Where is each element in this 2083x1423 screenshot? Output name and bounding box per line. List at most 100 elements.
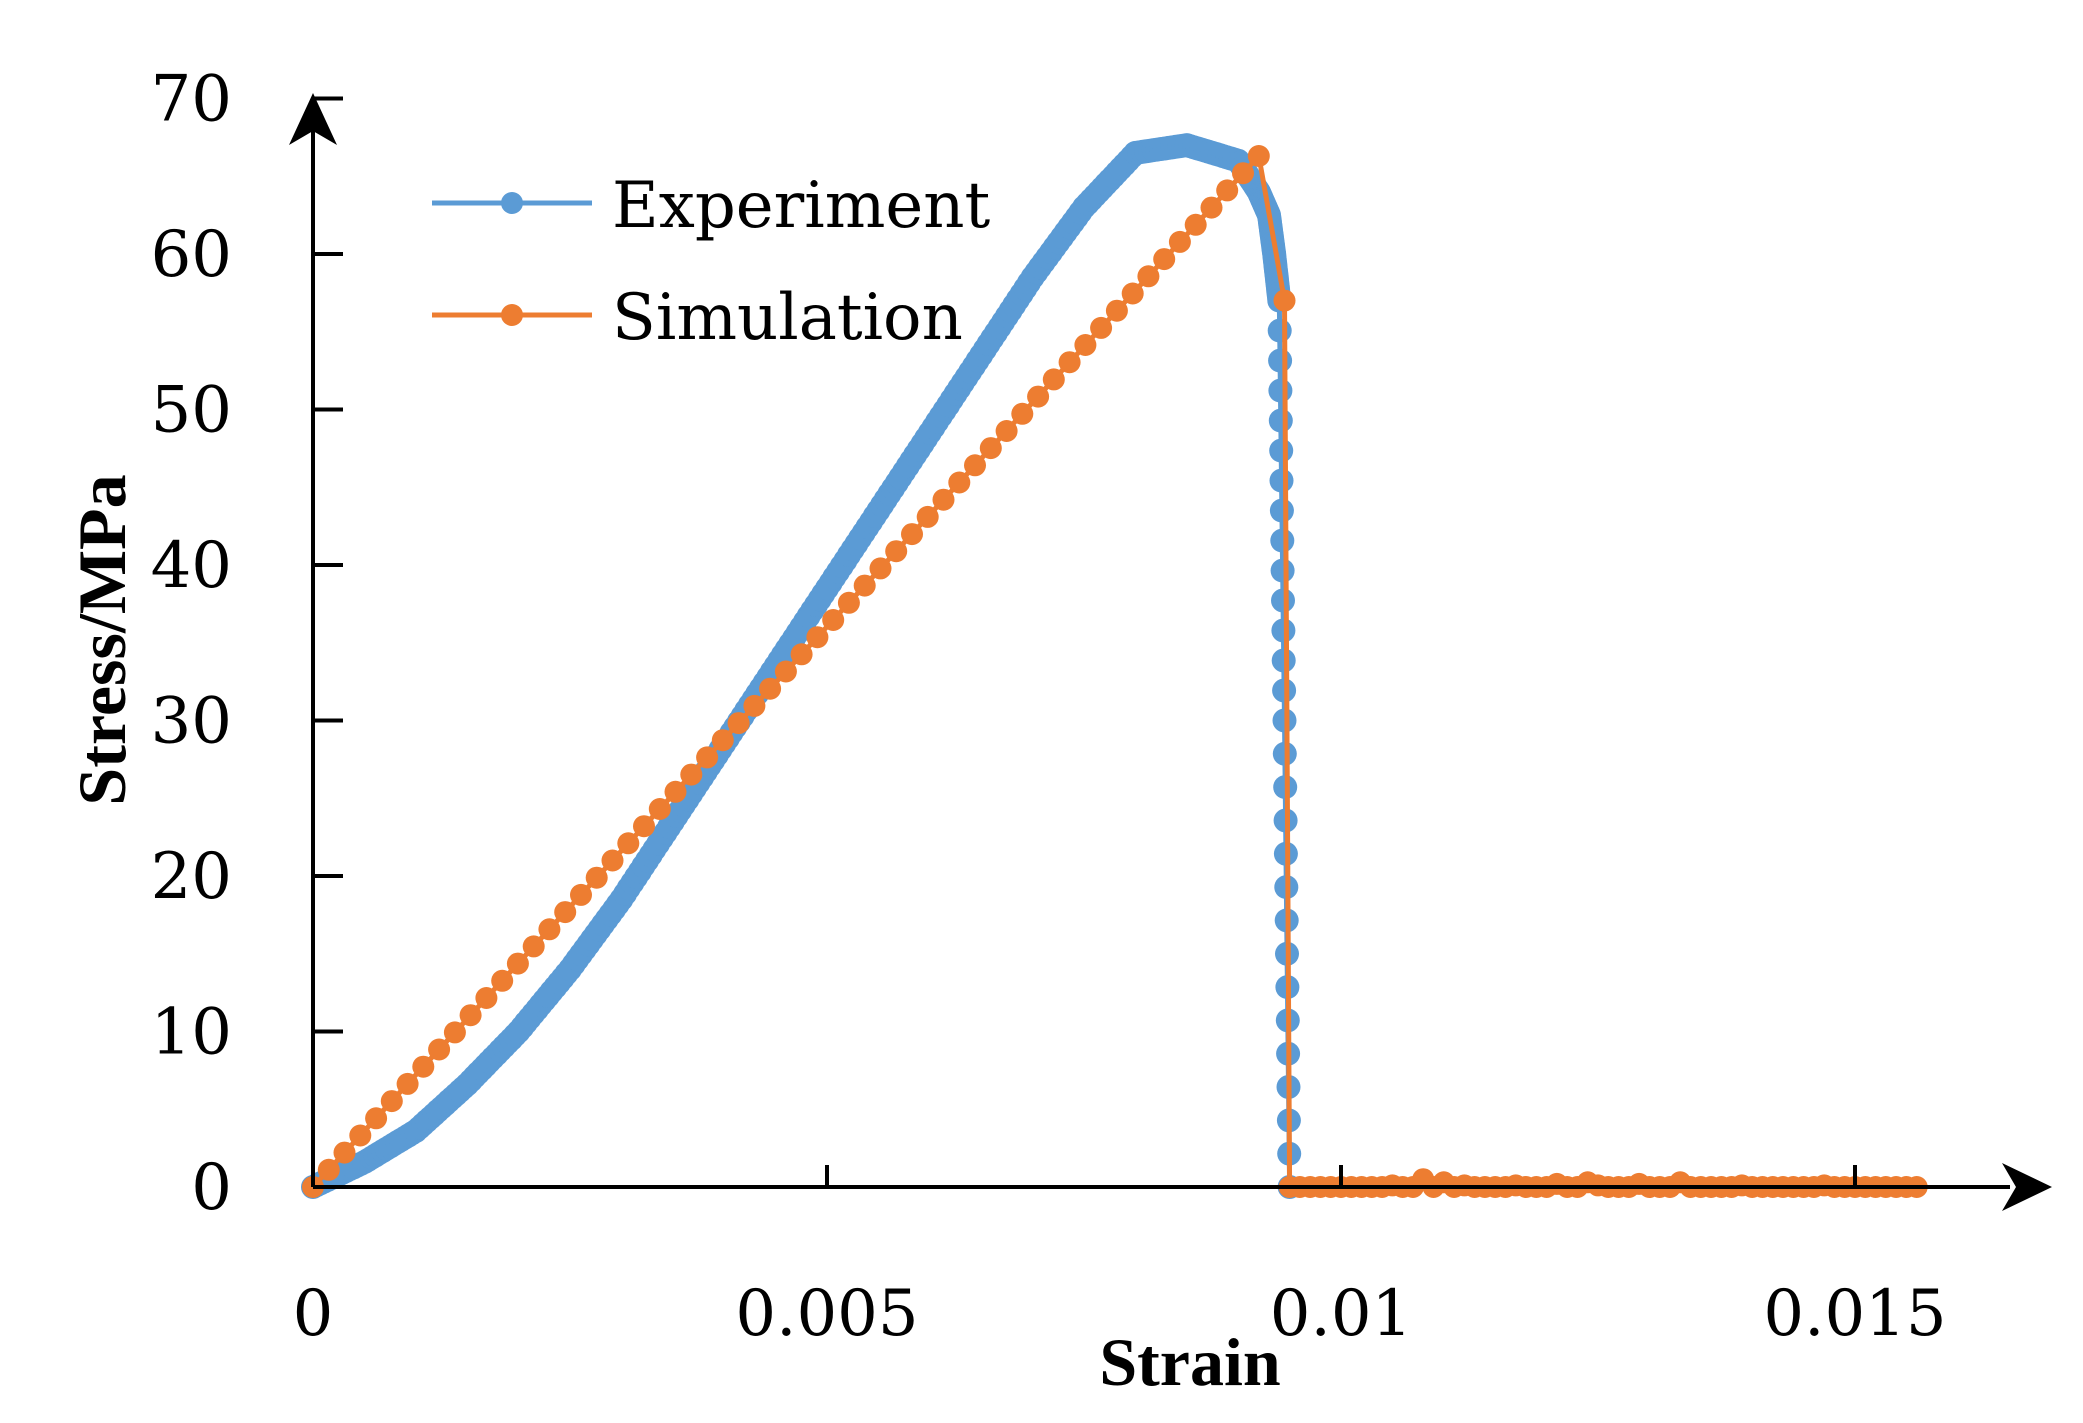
data-point-simulation [806, 626, 829, 649]
data-point-simulation [538, 918, 561, 941]
data-point-simulation [664, 780, 687, 803]
data-point-simulation [491, 969, 514, 992]
y-tick-label: 70 [151, 63, 232, 137]
data-point-simulation [412, 1055, 435, 1078]
y-tick-label: 50 [151, 374, 232, 448]
data-point-simulation [1074, 334, 1097, 356]
data-point-simulation [696, 746, 719, 769]
data-point-experiment [1268, 348, 1293, 373]
data-point-experiment [1271, 618, 1296, 643]
legend-label-experiment: Experiment [612, 169, 991, 243]
y-ticks: 0 10 20 30 40 50 60 70 [151, 63, 343, 1225]
data-point-simulation [585, 866, 608, 889]
data-point-simulation [333, 1141, 356, 1164]
data-point-simulation [506, 952, 529, 975]
data-point-simulation [727, 712, 750, 735]
data-point-simulation [443, 1021, 466, 1044]
x-axis-title: Strain [1099, 1324, 1280, 1400]
data-point-experiment [1270, 528, 1295, 553]
data-point-simulation [648, 798, 671, 820]
data-point-simulation [680, 763, 703, 786]
data-point-experiment [1272, 678, 1297, 703]
data-point-simulation [1058, 351, 1081, 374]
y-axis-arrow [289, 93, 337, 145]
series-simulation [302, 145, 1928, 1198]
data-point-simulation [869, 557, 892, 580]
data-point-simulation [554, 901, 577, 924]
data-point-simulation [1232, 162, 1254, 185]
data-point-simulation [932, 488, 955, 511]
data-point-simulation [365, 1107, 388, 1130]
legend-item-simulation: Simulation [432, 281, 963, 355]
data-point-simulation [1027, 385, 1050, 408]
data-point-simulation [1200, 196, 1223, 219]
series-experiment [301, 133, 1302, 1199]
data-point-simulation [948, 471, 971, 494]
data-point-simulation [1011, 402, 1034, 425]
data-point-simulation [1216, 179, 1239, 202]
data-point-simulation [774, 660, 797, 683]
data-point-simulation [853, 574, 876, 597]
data-point-simulation [1153, 248, 1176, 271]
data-point-simulation [475, 987, 498, 1009]
data-point-experiment [1271, 588, 1295, 613]
data-point-simulation [1184, 213, 1207, 236]
data-point-experiment [1269, 498, 1294, 523]
x-tick-label: 0.015 [1763, 1277, 1946, 1351]
data-point-experiment [1270, 558, 1295, 583]
legend: Experiment Simulation [432, 169, 991, 355]
data-point-simulation [1090, 316, 1113, 339]
x-tick-label: 0 [293, 1277, 334, 1351]
y-tick-label: 40 [151, 529, 232, 603]
data-point-simulation [1105, 299, 1128, 322]
legend-item-experiment: Experiment [432, 169, 991, 243]
data-point-simulation [570, 883, 592, 906]
data-point-experiment [1268, 378, 1293, 403]
data-point-simulation [1121, 282, 1144, 305]
data-point-simulation [916, 505, 939, 528]
y-tick-label: 10 [151, 996, 232, 1070]
x-ticks: 0 0.005 0.01 0.015 [293, 1165, 1947, 1351]
data-point-simulation [1042, 368, 1065, 391]
y-tick-label: 30 [151, 685, 232, 759]
x-tick-label: 0.01 [1270, 1277, 1413, 1351]
legend-marker-simulation [501, 304, 523, 326]
data-point-simulation [428, 1038, 451, 1061]
x-tick-label: 0.005 [735, 1277, 918, 1351]
data-point-simulation [885, 540, 908, 563]
y-axis-title: Stress/MPa [64, 474, 140, 805]
data-point-experiment [1271, 648, 1296, 673]
x-axis-arrow [2002, 1163, 2052, 1211]
y-tick-label: 20 [151, 840, 232, 914]
data-point-simulation [380, 1090, 403, 1113]
data-point-simulation [979, 437, 1002, 460]
data-point-simulation [601, 849, 624, 872]
data-point-simulation [522, 935, 545, 958]
data-point-simulation [995, 420, 1018, 442]
data-point-experiment [1268, 408, 1293, 433]
data-point-experiment [1269, 468, 1294, 493]
data-point-simulation [1247, 145, 1270, 167]
data-point-experiment [1269, 438, 1294, 463]
y-tick-label: 60 [151, 218, 232, 292]
legend-label-simulation: Simulation [612, 281, 963, 355]
data-point-simulation [1137, 265, 1160, 288]
data-point-simulation [633, 815, 655, 838]
data-point-simulation [837, 591, 860, 614]
data-point-simulation [1273, 289, 1296, 312]
data-point-simulation [790, 643, 813, 666]
data-point-simulation [349, 1124, 372, 1147]
data-point-simulation [822, 609, 845, 631]
data-point-simulation [743, 694, 766, 717]
axes: 0 0.005 0.01 0.015 0 10 20 30 40 50 60 70 [151, 63, 2052, 1351]
data-point-simulation [459, 1004, 482, 1027]
data-point-simulation [1168, 230, 1191, 253]
plot-area [301, 133, 1928, 1199]
data-point-simulation [317, 1158, 340, 1181]
data-point-simulation [964, 454, 986, 477]
data-point-simulation [396, 1072, 419, 1095]
legend-marker-experiment [501, 192, 523, 214]
data-point-experiment [1267, 318, 1292, 343]
data-point-simulation [901, 523, 923, 546]
